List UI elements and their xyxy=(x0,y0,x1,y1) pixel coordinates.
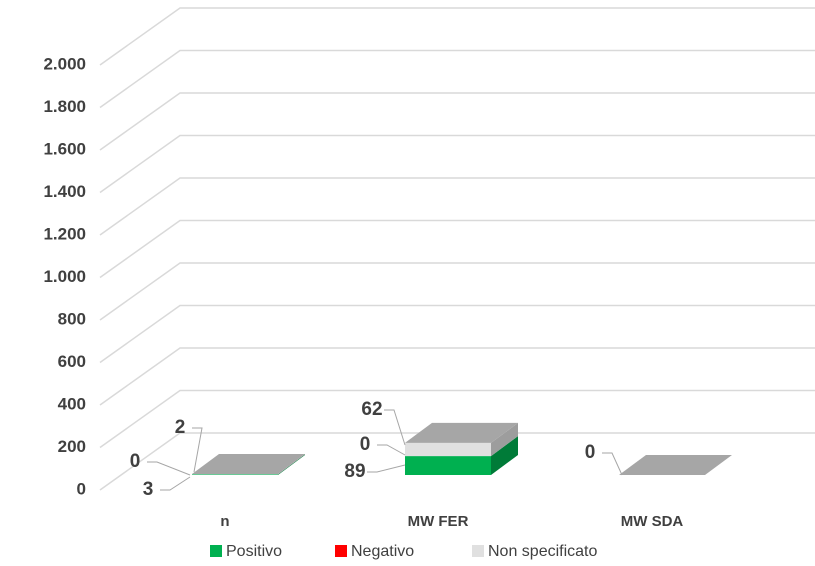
leader-line xyxy=(147,461,191,476)
grid-line xyxy=(99,7,815,66)
bar-front xyxy=(405,442,491,457)
bar-side xyxy=(278,454,305,475)
y-tick-label: 600 xyxy=(58,352,86,371)
y-tick-label: 1.600 xyxy=(43,139,86,158)
value-label: 2 xyxy=(175,417,186,438)
y-tick-label: 800 xyxy=(58,309,86,328)
grid-line xyxy=(99,432,815,491)
grid-line xyxy=(99,389,815,449)
y-tick-label: 0 xyxy=(77,479,86,498)
leader-line xyxy=(384,409,406,446)
legend-label: Non specificato xyxy=(488,543,597,560)
grid-line xyxy=(99,347,815,406)
bar-front xyxy=(405,456,491,475)
bar-front xyxy=(192,474,278,475)
grid-line xyxy=(99,262,815,321)
y-tick-label: 1.800 xyxy=(43,97,86,116)
bar-top xyxy=(192,453,305,474)
legend-label: Positivo xyxy=(226,543,282,560)
value-label: 62 xyxy=(361,399,382,420)
y-tick-label: 2.000 xyxy=(43,54,86,73)
legend-swatch xyxy=(210,545,222,557)
value-label: 3 xyxy=(143,479,154,500)
legend-label: Negativo xyxy=(351,543,414,560)
y-tick-label: 1.400 xyxy=(43,182,86,201)
value-label: 0 xyxy=(585,442,596,463)
grid-line xyxy=(99,49,815,109)
legend-swatch xyxy=(472,545,484,557)
grid-line xyxy=(99,92,815,151)
leader-line xyxy=(602,452,623,476)
y-tick-label: 1.000 xyxy=(43,267,86,286)
grid-line xyxy=(99,177,815,236)
leader-line xyxy=(377,444,406,456)
y-tick-label: 400 xyxy=(58,394,86,413)
leader-line xyxy=(192,427,203,473)
bar-top xyxy=(619,455,732,475)
bar-side xyxy=(491,436,518,475)
y-tick-label: 1.200 xyxy=(43,224,86,243)
x-tick-label: MW SDA xyxy=(621,513,684,530)
bar-top xyxy=(405,422,518,443)
grid-line xyxy=(99,304,815,364)
x-tick-label: n xyxy=(220,513,229,530)
grid-line xyxy=(99,134,815,194)
bar-side xyxy=(278,453,305,475)
value-label: 89 xyxy=(344,461,365,482)
x-tick-label: MW FER xyxy=(408,513,469,530)
value-label: 0 xyxy=(130,451,141,472)
value-label: 0 xyxy=(360,434,371,455)
bar-side xyxy=(491,422,518,457)
y-tick-label: 200 xyxy=(58,437,86,456)
grid-line xyxy=(99,219,815,279)
leader-line xyxy=(367,464,406,473)
legend-swatch xyxy=(335,545,347,557)
leader-line xyxy=(160,476,191,491)
